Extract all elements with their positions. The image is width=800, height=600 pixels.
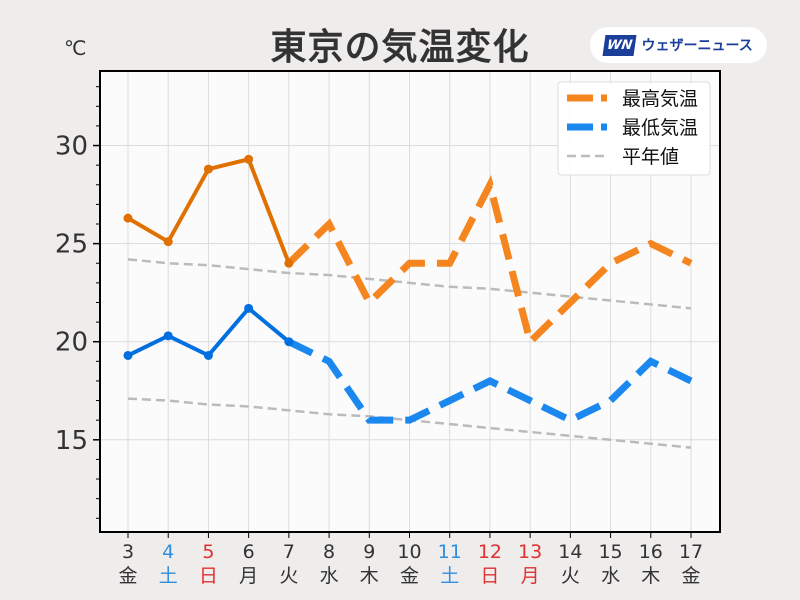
x-tick-label-date: 12 (478, 541, 502, 563)
y-tick-label: 15 (55, 426, 88, 456)
x-tick-label-date: 7 (283, 541, 295, 563)
x-tick-label-date: 9 (363, 541, 375, 563)
x-tick-label-date: 14 (558, 541, 582, 563)
x-tick-label-weekday: 土 (440, 565, 459, 587)
x-tick-label-weekday: 火 (279, 565, 298, 587)
x-tick-label-weekday: 月 (239, 565, 258, 587)
y-tick-label: 30 (55, 132, 88, 162)
x-tick-label-weekday: 木 (641, 565, 660, 587)
x-tick-label-date: 8 (323, 541, 335, 563)
plot-frame (99, 70, 721, 533)
weathernews-logo: WN ウェザーニュース (590, 27, 767, 63)
x-tick-label-weekday: 土 (159, 565, 178, 587)
legend-label: 最高気温 (622, 88, 698, 110)
x-tick-label-weekday: 月 (521, 565, 540, 587)
x-tick-label-date: 6 (243, 541, 255, 563)
x-tick-label-weekday: 金 (400, 565, 419, 587)
x-tick-label-weekday: 火 (561, 565, 580, 587)
x-tick-label-weekday: 水 (601, 565, 620, 587)
min-data-point (244, 303, 254, 313)
x-tick-label-date: 17 (679, 541, 703, 563)
y-axis-unit: ℃ (64, 36, 87, 60)
legend-box (557, 81, 711, 176)
x-tick-label-date: 15 (598, 541, 622, 563)
logo-text: ウェザーニュース (641, 38, 753, 54)
x-tick-label-date: 11 (438, 541, 462, 563)
legend-label: 平年値 (622, 146, 679, 168)
min-data-point (163, 331, 173, 341)
max-data-point (203, 164, 213, 174)
max-data-point (123, 213, 133, 223)
x-tick-label-date: 5 (202, 541, 214, 563)
normal-line-high (127, 258, 692, 310)
max-data-point (163, 237, 173, 247)
max-data-point (284, 258, 294, 268)
max-data-point (244, 154, 254, 164)
min-data-point (203, 350, 213, 360)
x-tick-label-weekday: 日 (199, 565, 218, 587)
min-data-point (123, 350, 133, 360)
min-data-point (284, 337, 294, 347)
y-tick-label: 20 (55, 328, 88, 358)
x-tick-label-weekday: 金 (681, 565, 700, 587)
legend-label: 最低気温 (622, 117, 698, 139)
x-tick-label-date: 16 (639, 541, 663, 563)
chart-title: 東京の気温変化 (270, 27, 530, 68)
x-tick-label-weekday: 木 (360, 565, 379, 587)
x-tick-label-weekday: 日 (480, 565, 499, 587)
x-tick-label-weekday: 金 (118, 565, 137, 587)
x-tick-label-date: 13 (518, 541, 542, 563)
y-tick-label: 25 (55, 230, 88, 260)
x-tick-label-date: 4 (162, 541, 174, 563)
x-tick-label-date: 3 (122, 541, 134, 563)
x-tick-label-weekday: 水 (320, 565, 339, 587)
x-tick-label-date: 10 (397, 541, 421, 563)
